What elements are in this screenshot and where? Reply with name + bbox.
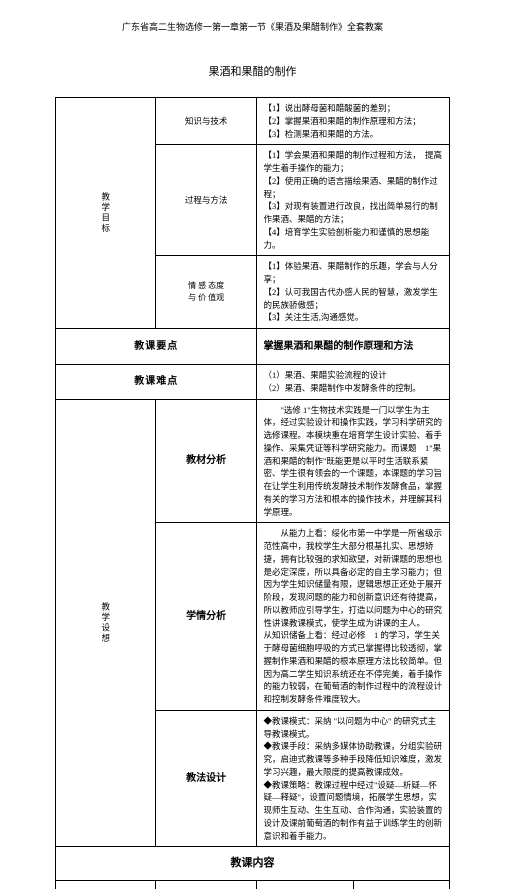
goal-label: 教学目标 [56, 98, 156, 329]
doc-header: 广东省高二生物选修一第一章第一节《果酒及果醋制作》全套教案 [55, 20, 450, 33]
lesson-plan-table: 教学目标 知识与技术 【1】说出酵母菌和醋酸菌的差别； 【2】掌握果酒和果醋的制… [55, 97, 450, 889]
col-design: 设 计 [353, 880, 449, 889]
process-label: 过程与方法 [155, 145, 257, 256]
difficulty-label: 教课难点 [56, 365, 257, 400]
situation-label: 学情分析 [155, 523, 257, 711]
keypoint-content: 掌握果酒和果醋的制作原理和方法 [257, 329, 450, 365]
attitude-content: 【1】体验果酒、果醋制作的乐趣，学会与人分享； 【2】认可我国古代办感人民的智慧… [257, 256, 450, 329]
method-label: 教法设计 [155, 710, 257, 847]
material-content: "选修 1"生物技术实践是一门以学生为主体，经过实验设计和操作实践，学习科学研究… [257, 399, 450, 523]
attitude-label: 情 感 态度 与 价 值观 [155, 256, 257, 329]
col-env: 教课环节 [56, 880, 156, 889]
doc-title: 果酒和果醋的制作 [55, 63, 450, 79]
col-student: 学生活 [257, 880, 353, 889]
content-section-header: 教课内容 [56, 847, 450, 881]
difficulty-content: （1）果酒、果醋实验流程的设计 （2）果酒、果醋制作中发酵条件的控制。 [257, 365, 450, 400]
process-content: 【1】学会果酒和果醋的制作过程和方法， 提高学生着手操作的能力； 【2】使用正确… [257, 145, 450, 256]
situation-content: 从能力上看：绥化市第一中学是一所省级示范性高中，我校学生大部分根基扎实、思想矫捷… [257, 523, 450, 711]
knowledge-content: 【1】说出酵母菌和醋酸菌的差别； 【2】掌握果酒和果醋的制作原理和方法； 【3】… [257, 98, 450, 145]
knowledge-label: 知识与技术 [155, 98, 257, 145]
material-label: 教材分析 [155, 399, 257, 523]
col-teacher: 教师活动设计 [155, 880, 257, 889]
keypoint-label: 教课要点 [56, 329, 257, 365]
method-content: ◆教课模式：采纳 "以问题为中心" 的研究式主导教课模式。 ◆教课手段：采纳多媒… [257, 710, 450, 847]
design-label: 教学设想 [56, 399, 156, 847]
